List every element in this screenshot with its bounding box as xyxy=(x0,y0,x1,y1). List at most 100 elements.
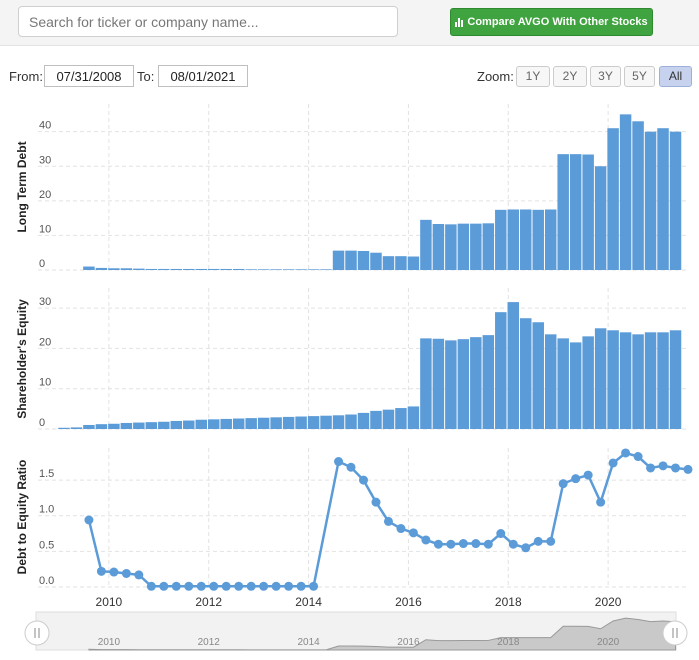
data-point xyxy=(84,515,94,525)
bar xyxy=(83,424,95,429)
bar xyxy=(532,322,544,429)
data-point xyxy=(496,529,506,539)
bar xyxy=(232,268,245,270)
bar xyxy=(632,334,644,429)
bar xyxy=(295,416,307,429)
navigator-tick-label: 2014 xyxy=(297,637,320,648)
bar xyxy=(382,256,395,270)
data-point xyxy=(421,535,431,545)
bar xyxy=(158,268,170,270)
bar xyxy=(657,128,669,270)
zoom-1y-button[interactable]: 1Y xyxy=(516,66,550,87)
bar xyxy=(95,424,108,429)
bar xyxy=(207,419,220,429)
y-tick-label: 0 xyxy=(39,417,45,429)
x-tick-label: 2020 xyxy=(595,595,622,609)
bar xyxy=(632,121,644,271)
bar xyxy=(420,338,432,429)
data-point xyxy=(508,539,518,549)
bar xyxy=(257,269,270,270)
bar xyxy=(307,269,320,270)
navigator-left-handle[interactable] xyxy=(24,620,50,646)
bar xyxy=(108,268,120,270)
data-point xyxy=(621,448,631,458)
bar xyxy=(195,268,207,270)
navigator-tick-label: 2020 xyxy=(597,637,620,648)
data-point xyxy=(371,497,381,507)
data-point xyxy=(608,458,618,468)
data-point xyxy=(96,566,106,576)
bar xyxy=(532,209,544,270)
data-point xyxy=(558,479,568,489)
bar xyxy=(457,223,470,270)
data-point xyxy=(571,474,581,484)
zoom-label: Zoom: xyxy=(477,69,514,84)
y-axis-label: Shareholder's Equity xyxy=(15,299,29,419)
bar xyxy=(207,268,220,270)
bar xyxy=(445,340,457,429)
bar xyxy=(582,154,594,270)
zoom-all-button[interactable]: All xyxy=(659,66,692,87)
compare-stocks-label: Compare AVGO With Other Stocks xyxy=(467,16,648,28)
bar xyxy=(270,417,282,429)
bar xyxy=(158,421,170,429)
data-point xyxy=(533,536,543,546)
bar xyxy=(345,414,357,429)
data-point xyxy=(546,536,556,546)
bar xyxy=(457,339,470,429)
data-point xyxy=(433,539,443,549)
bar xyxy=(644,131,657,270)
bar xyxy=(120,422,133,429)
compare-stocks-button[interactable]: Compare AVGO With Other Stocks xyxy=(450,8,653,36)
to-date-input[interactable] xyxy=(158,65,248,87)
search-input[interactable] xyxy=(18,6,398,37)
y-axis-label: Debt to Equity Ratio xyxy=(15,460,29,575)
navigator-tick-label: 2012 xyxy=(198,637,221,648)
data-point xyxy=(334,457,344,467)
bar xyxy=(357,250,370,270)
from-date-input[interactable] xyxy=(44,65,134,87)
y-tick-label: 10 xyxy=(39,377,51,389)
data-point xyxy=(471,539,481,549)
data-point xyxy=(271,581,281,591)
bar xyxy=(644,332,657,429)
navigator-tick-label: 2018 xyxy=(497,637,520,648)
bar xyxy=(195,419,207,429)
bar xyxy=(257,417,270,429)
bar xyxy=(557,154,569,270)
bar xyxy=(58,427,70,429)
bar xyxy=(470,337,482,429)
bar xyxy=(470,223,482,270)
bar xyxy=(270,269,282,270)
data-point xyxy=(483,539,493,549)
data-point xyxy=(246,581,256,591)
y-tick-label: 0.5 xyxy=(39,539,54,551)
zoom-2y-button[interactable]: 2Y xyxy=(553,66,587,87)
data-point xyxy=(146,581,156,591)
data-point xyxy=(683,464,693,474)
navigator-right-handle[interactable] xyxy=(662,620,688,646)
data-point xyxy=(184,581,194,591)
zoom-3y-button[interactable]: 3Y xyxy=(590,66,621,87)
bar xyxy=(83,266,95,270)
zoom-5y-button[interactable]: 5Y xyxy=(624,66,655,87)
bar xyxy=(295,269,307,270)
x-tick-label: 2014 xyxy=(295,595,322,609)
bar xyxy=(669,330,682,429)
data-point xyxy=(446,539,456,549)
bar xyxy=(133,422,145,429)
y-tick-label: 30 xyxy=(39,296,51,308)
bar xyxy=(520,318,532,429)
data-point xyxy=(296,581,306,591)
data-point xyxy=(221,581,231,591)
bar xyxy=(108,423,120,429)
bar xyxy=(445,224,457,270)
data-point xyxy=(171,581,181,591)
y-tick-label: 0.0 xyxy=(39,575,54,587)
data-point xyxy=(346,462,356,472)
y-tick-label: 20 xyxy=(39,336,51,348)
bar xyxy=(482,223,495,270)
data-point xyxy=(408,528,418,538)
bar xyxy=(332,250,345,270)
bar xyxy=(507,209,520,270)
